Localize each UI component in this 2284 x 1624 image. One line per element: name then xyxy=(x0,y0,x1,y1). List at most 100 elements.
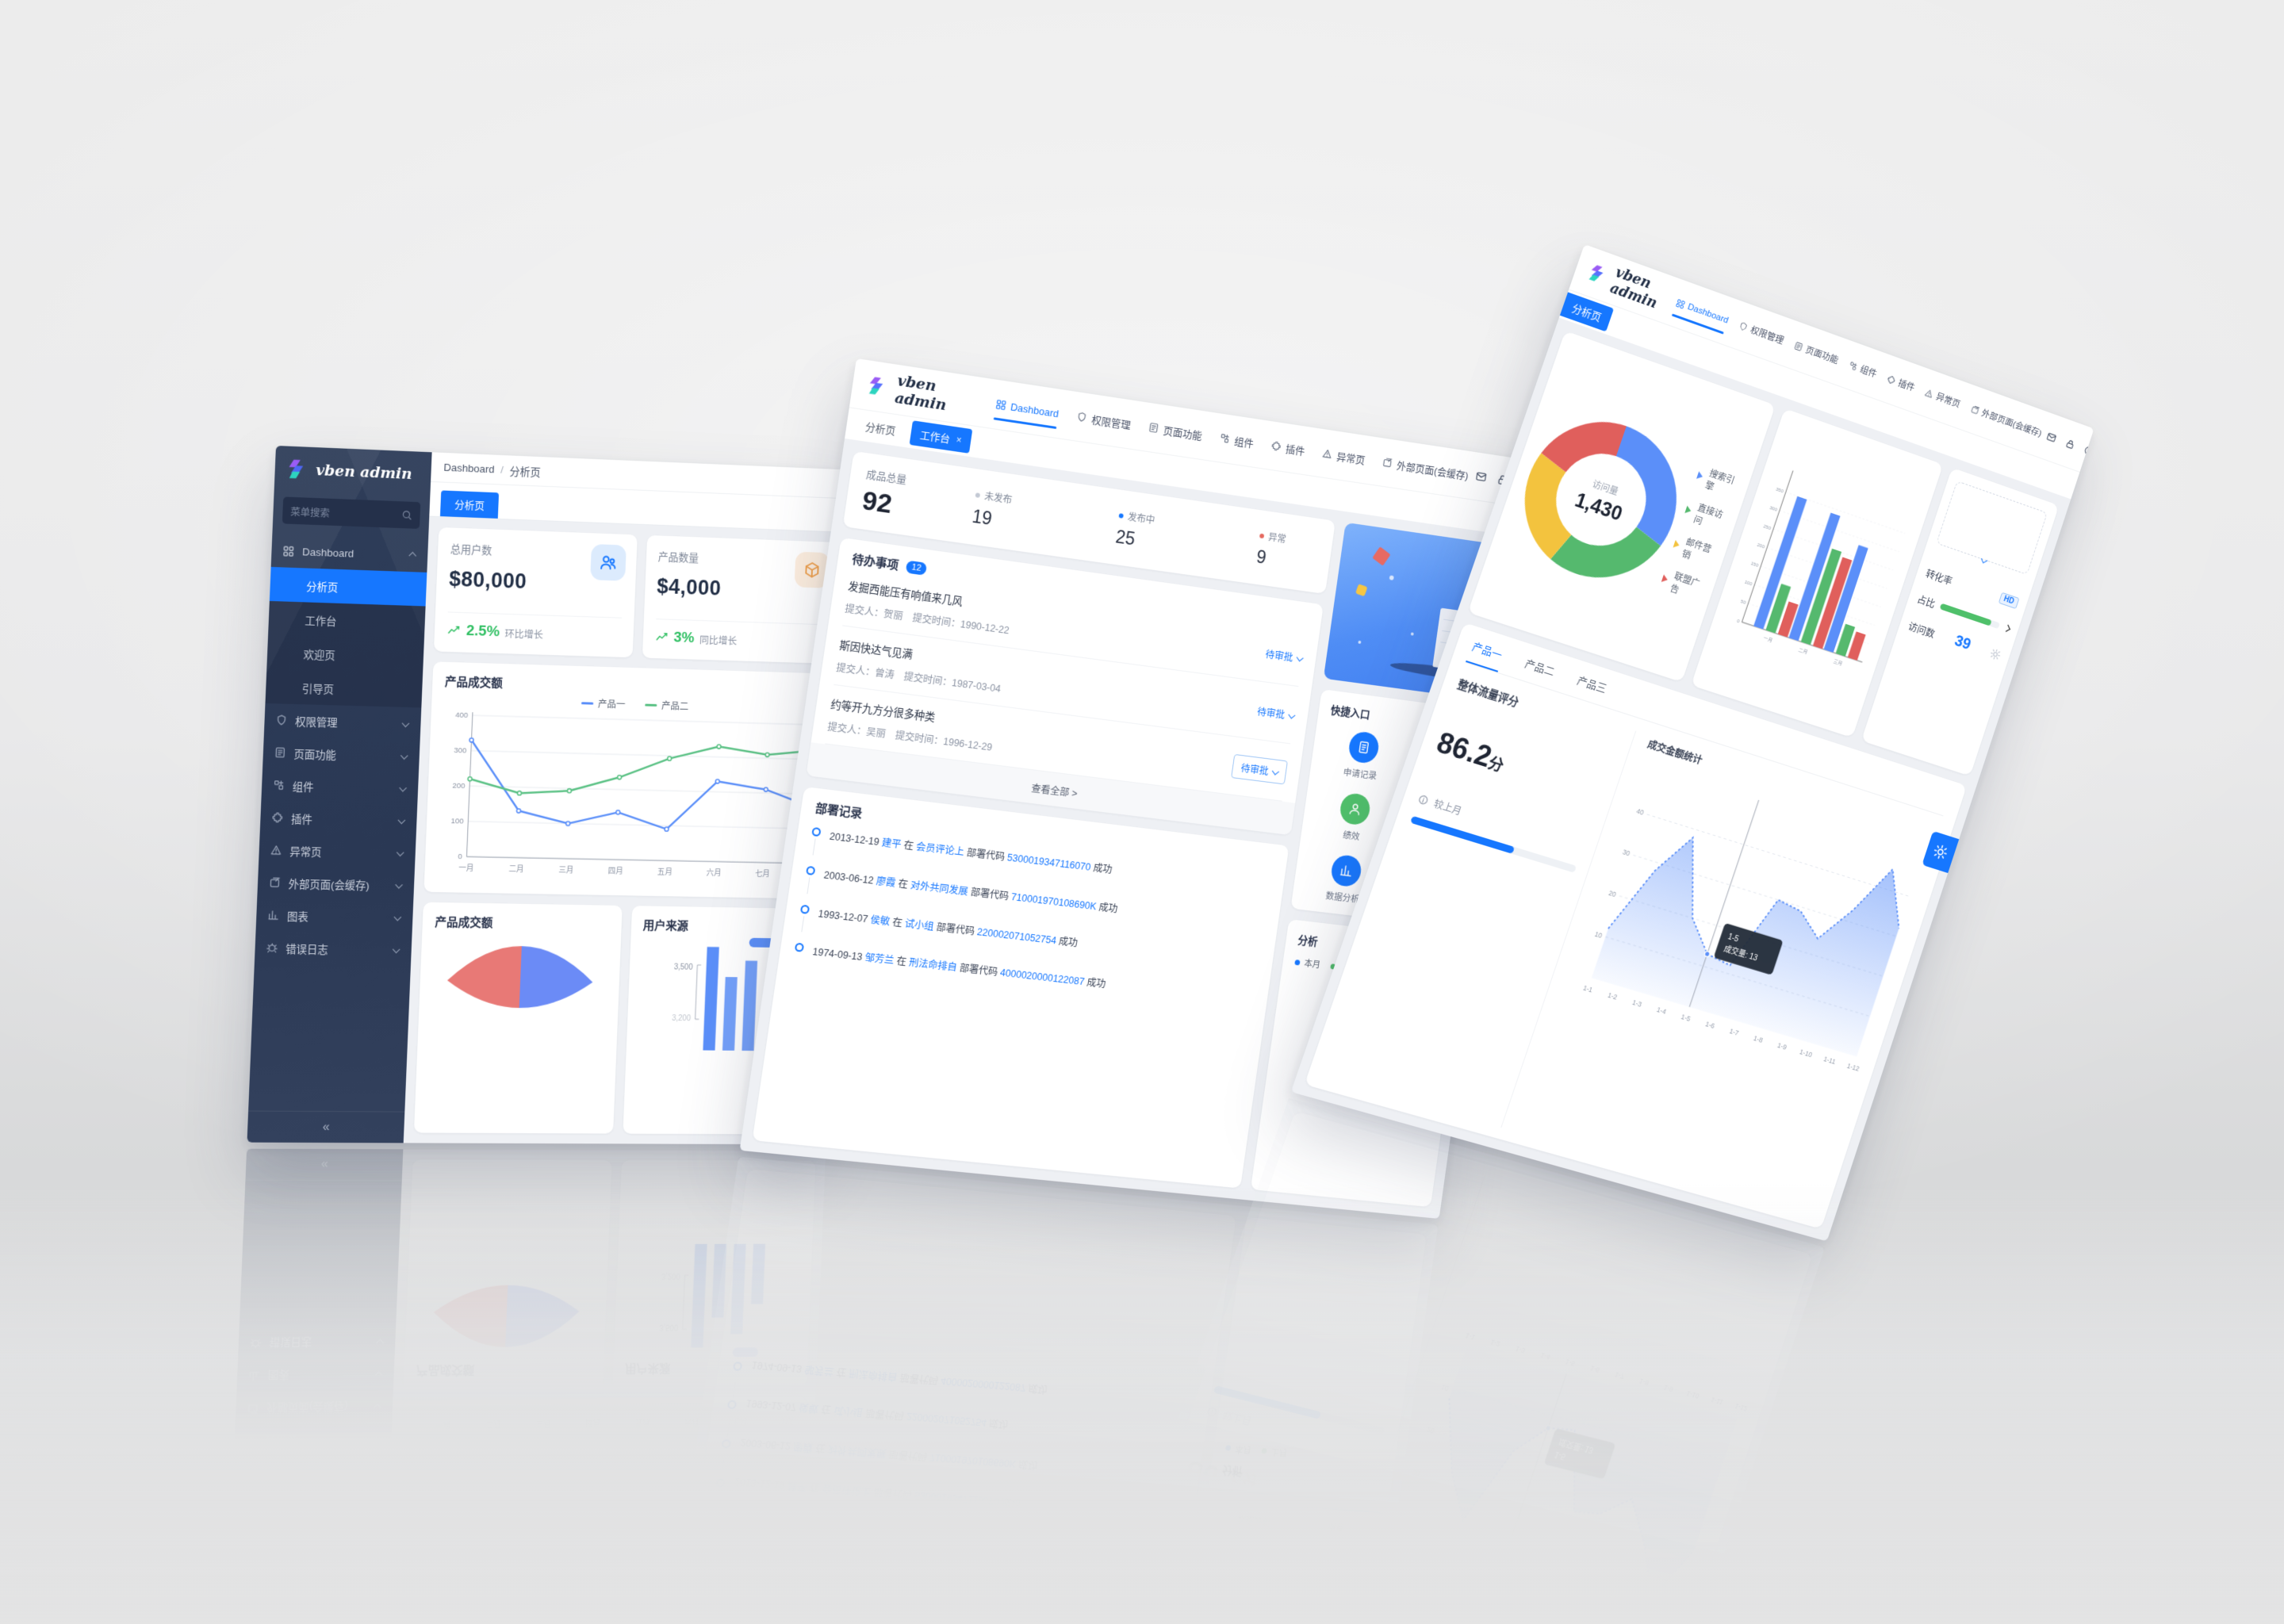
chevron-right-icon[interactable] xyxy=(2003,624,2010,632)
chevron-down-icon xyxy=(1288,710,1296,719)
svg-text:1-5: 1-5 xyxy=(1680,1013,1692,1023)
user-source-card: 用户来源 3,500 3,200 xyxy=(622,906,826,1135)
legend-本月: 本月 xyxy=(1294,956,1321,971)
nav-item-权限管理[interactable]: 权限管理 xyxy=(1075,409,1132,432)
deploy-code-link[interactable]: 220002071052754 xyxy=(976,925,1057,946)
todo-count-badge: 12 xyxy=(905,560,928,576)
tab-analysis[interactable]: 分析页 xyxy=(439,490,500,519)
top-header: vben admin Dashboard 权限管理 页面功能 组件 插件 异常页 外部页面(… xyxy=(849,358,1546,510)
grid-icon xyxy=(1675,298,1687,310)
nav-item-插件[interactable]: 插件 xyxy=(1270,438,1306,458)
deploy-project-link[interactable]: 刑法命排自 xyxy=(908,956,958,974)
mail-icon[interactable] xyxy=(2045,431,2058,444)
svg-text:六月: 六月 xyxy=(706,868,721,878)
stat-card-产品数量: 产品数量 $4,000 3% 同比增长 xyxy=(642,534,841,665)
vben-logo-icon xyxy=(1585,261,1611,287)
trend-icon xyxy=(446,623,461,638)
nav-item-组件[interactable]: 组件 xyxy=(1219,431,1255,450)
sidebar-item-dashboard[interactable]: Dashboard xyxy=(271,534,428,573)
todo-action-link[interactable]: 待审批 xyxy=(1231,753,1288,784)
deploy-user-link[interactable]: 建平 xyxy=(880,837,902,851)
nav-item-插件[interactable]: 插件 xyxy=(1886,373,1917,394)
lock-icon[interactable] xyxy=(2064,438,2077,451)
sidebar-item-图表[interactable]: 图表 xyxy=(256,898,414,933)
svg-text:10: 10 xyxy=(1594,929,1604,939)
deploy-project-link[interactable]: 试小组 xyxy=(903,917,935,933)
sidebar-subitem-工作台[interactable]: 工作台 xyxy=(305,614,337,628)
deploy-records-card: 部署记录 2013-12-19 建平 在 会员评论上 部署代码 53000193… xyxy=(752,786,1290,1189)
sidebar-item-组件[interactable]: 组件 xyxy=(261,768,419,804)
menu-search-input[interactable]: 菜单搜索 xyxy=(282,496,421,529)
sidebar-collapse-button[interactable]: « xyxy=(247,1110,405,1143)
nav-item-页面功能[interactable]: 页面功能 xyxy=(1148,419,1203,442)
svg-text:1-4: 1-4 xyxy=(1656,1005,1668,1016)
sidebar-submenu: 分析页工作台欢迎页引导页 xyxy=(265,566,427,708)
metric-value: 39 xyxy=(1952,632,1973,654)
external-icon xyxy=(1969,404,1980,416)
deploy-project-link[interactable]: 会员评论上 xyxy=(915,841,965,858)
chart-icon xyxy=(1329,853,1363,888)
close-icon[interactable]: × xyxy=(955,434,963,446)
svg-text:100: 100 xyxy=(1744,580,1753,588)
breadcrumb-current: 分析页 xyxy=(509,465,541,479)
sidebar-item-权限管理[interactable]: 权限管理 xyxy=(264,703,422,740)
sidebar-subitem-分析页[interactable]: 分析页 xyxy=(269,566,427,607)
tab-analysis[interactable]: 分析页 xyxy=(864,420,897,438)
mail-icon[interactable] xyxy=(1474,470,1488,484)
nav-item-页面功能[interactable]: 页面功能 xyxy=(1792,339,1840,367)
vben-logo-icon xyxy=(865,373,890,399)
nav-item-组件[interactable]: 组件 xyxy=(1847,359,1878,381)
deploy-user-link[interactable]: 侯敏 xyxy=(869,914,891,927)
sidebar-item-错误日志[interactable]: 错误日志 xyxy=(255,931,412,966)
product-trend-card: 产品一 产品二 产品三 整体流量评分 86.2分 较上月 成交金 xyxy=(1304,622,1968,1229)
svg-text:50: 50 xyxy=(1740,599,1747,606)
chevron-down-icon xyxy=(396,848,404,856)
sidebar-item-异常页[interactable]: 异常页 xyxy=(259,833,416,869)
nav-item-权限管理[interactable]: 权限管理 xyxy=(1738,320,1785,347)
chevron-down-icon xyxy=(395,880,403,889)
nav-item-Dashboard[interactable]: Dashboard xyxy=(994,398,1060,419)
screen-right: vben admin Dashboard 权限管理 页面功能 组件 插件 异常页 外部页面(… xyxy=(1290,244,2163,1242)
sidebar-item-页面功能[interactable]: 页面功能 xyxy=(263,736,420,772)
nav-item-异常页[interactable]: 异常页 xyxy=(1321,446,1366,466)
nav-item-外部页面(会缓存)[interactable]: 外部页面(会缓存) xyxy=(1969,403,2044,440)
stat-trend-row: 3% 同比增长 xyxy=(654,619,826,652)
svg-text:0: 0 xyxy=(1736,619,1741,625)
line-chart: 0100200300400一月二月三月四月五月六月七月八月 xyxy=(437,706,822,888)
sidebar-item-插件[interactable]: 插件 xyxy=(260,801,418,837)
timeline-dot-icon xyxy=(799,904,811,914)
brand-name: vben admin xyxy=(315,462,413,483)
nav-item-异常页[interactable]: 异常页 xyxy=(1923,386,1962,410)
todo-action-link[interactable]: 待审批 xyxy=(1265,645,1304,665)
sidebar-item-外部页面(会缓存)[interactable]: 外部页面(会缓存) xyxy=(257,866,415,901)
github-icon[interactable] xyxy=(2083,444,2094,458)
nav-item-Dashboard[interactable]: Dashboard xyxy=(1675,298,1730,326)
trend-label: 环比增长 xyxy=(504,628,544,641)
todo-action-link[interactable]: 待审批 xyxy=(1256,703,1296,722)
svg-text:1-7: 1-7 xyxy=(1729,1027,1741,1037)
svg-text:300: 300 xyxy=(1769,505,1778,513)
component-icon xyxy=(1848,360,1859,372)
nav-item-外部页面(会缓存)[interactable]: 外部页面(会缓存) xyxy=(1382,455,1470,482)
brand-logo[interactable]: vben admin xyxy=(274,446,432,495)
svg-text:七月: 七月 xyxy=(755,869,770,879)
deploy-project-link[interactable]: 对外共同发展 xyxy=(910,879,969,898)
sidebar-subitem-欢迎页[interactable]: 欢迎页 xyxy=(303,648,335,661)
grouped-bar-chart: 0 50 100 150 200 250 300 350 一月 二月 三月 xyxy=(1707,422,1930,718)
deploy-user-link[interactable]: 邹芳兰 xyxy=(864,952,895,967)
legend-产品二: 产品二 xyxy=(645,699,689,713)
shield-icon xyxy=(1076,411,1088,423)
breadcrumb-root[interactable]: Dashboard xyxy=(443,461,495,476)
deploy-code-link[interactable]: 4000020000122087 xyxy=(999,967,1086,988)
deploy-code-link[interactable]: 5300019347116070 xyxy=(1006,852,1092,873)
tab-workbench[interactable]: 工作台 × xyxy=(909,420,973,454)
quick-entry-申请记录[interactable]: 申请记录 xyxy=(1321,727,1403,785)
sidebar-subitem-引导页[interactable]: 引导页 xyxy=(301,682,335,695)
deploy-user-link[interactable]: 廖霞 xyxy=(875,875,897,889)
plugin-icon xyxy=(1886,374,1897,386)
deploy-code-link[interactable]: 710001970108690K xyxy=(1010,891,1098,913)
component-icon xyxy=(1219,432,1231,444)
pages-icon xyxy=(1793,341,1804,353)
users-icon xyxy=(589,543,627,581)
